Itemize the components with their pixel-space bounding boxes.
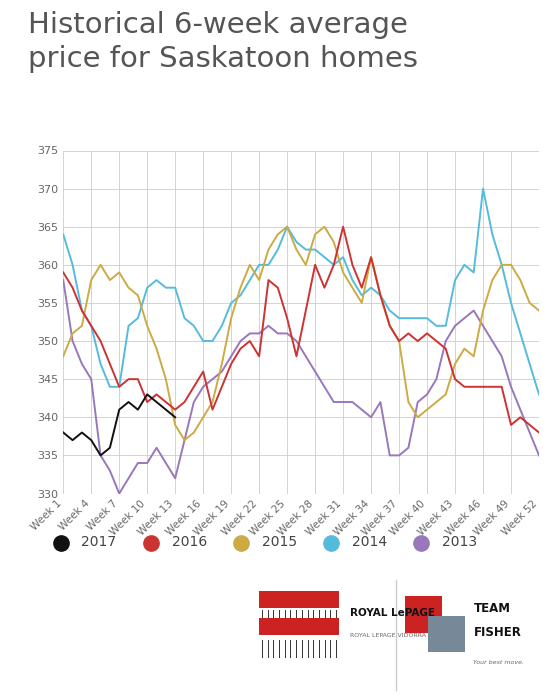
FancyBboxPatch shape bbox=[405, 596, 442, 633]
Text: 2013: 2013 bbox=[442, 536, 477, 550]
Text: ROYAL LePAGE: ROYAL LePAGE bbox=[350, 608, 436, 618]
FancyBboxPatch shape bbox=[259, 618, 339, 636]
Text: 2014: 2014 bbox=[352, 536, 387, 550]
Text: ROYAL LEPAGE VIDORRA: ROYAL LEPAGE VIDORRA bbox=[350, 633, 426, 638]
Text: 2015: 2015 bbox=[262, 536, 297, 550]
Text: TEAM: TEAM bbox=[474, 602, 510, 615]
Text: FISHER: FISHER bbox=[474, 626, 521, 639]
Text: 2016: 2016 bbox=[172, 536, 207, 550]
Text: Historical 6-week average
price for Saskatoon homes: Historical 6-week average price for Sask… bbox=[28, 11, 417, 73]
FancyBboxPatch shape bbox=[259, 591, 339, 608]
FancyBboxPatch shape bbox=[428, 616, 465, 652]
Text: Your best move.: Your best move. bbox=[474, 659, 525, 665]
Text: 2017: 2017 bbox=[81, 536, 117, 550]
